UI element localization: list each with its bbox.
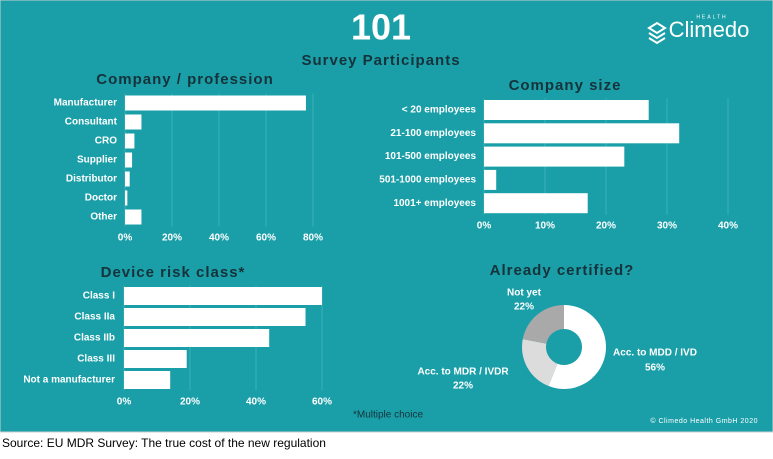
y-tick-label: Class III [77, 354, 115, 365]
bar [124, 350, 187, 368]
x-tick-label: 40% [718, 221, 738, 232]
donut-segment [522, 339, 558, 387]
bar [484, 169, 497, 190]
y-tick-label: Supplier [77, 155, 117, 166]
segment-label: Acc. to MDR / IVDR [417, 367, 509, 378]
chart-title: Device risk class* [101, 264, 246, 281]
copyright: © Climedo Health GmbH 2020 [650, 417, 758, 425]
bar [484, 193, 588, 214]
y-tick-label: Manufacturer [54, 98, 117, 109]
x-tick-label: 20% [596, 221, 616, 232]
subtitle: Survey Participants [301, 52, 460, 69]
x-tick-label: 30% [657, 221, 677, 232]
y-tick-label: Class I [83, 291, 115, 302]
bar [124, 329, 270, 347]
bar [125, 152, 133, 168]
y-tick-label: Not a manufacturer [23, 375, 115, 386]
x-tick-label: 60% [256, 233, 276, 244]
source: Source: EU MDR Survey: The true cost of … [2, 436, 326, 450]
bar [484, 146, 625, 167]
chart-title: Already certified? [490, 262, 635, 279]
bar [125, 114, 142, 130]
bar [125, 95, 306, 111]
logo-icon [647, 21, 667, 45]
y-tick-label: Class IIb [74, 333, 115, 344]
footnote: *Multiple choice [353, 410, 423, 421]
y-tick-label: 1001+ employees [393, 198, 476, 209]
y-tick-label: Class IIa [74, 312, 115, 323]
x-tick-label: 40% [246, 397, 266, 408]
y-tick-label: Consultant [65, 117, 118, 128]
bar [125, 209, 142, 225]
bar [125, 190, 128, 206]
y-tick-label: Doctor [85, 193, 117, 204]
x-tick-label: 40% [209, 233, 229, 244]
segment-value: 22% [514, 302, 534, 313]
y-tick-label: Other [90, 212, 117, 223]
bar [125, 171, 130, 187]
y-tick-label: Distributor [66, 174, 117, 185]
logo-tagline: HEALTH [696, 14, 727, 20]
chart-title: Company / profession [96, 71, 274, 88]
segment-value: 56% [645, 363, 665, 374]
donut-segment [522, 305, 564, 344]
bar [124, 308, 306, 326]
segment-label: Not yet [507, 288, 542, 299]
x-tick-label: 20% [162, 233, 182, 244]
x-tick-label: 0% [117, 397, 132, 408]
y-tick-label: < 20 employees [402, 105, 477, 116]
x-tick-label: 80% [303, 233, 323, 244]
x-tick-label: 10% [535, 221, 555, 232]
x-tick-label: 0% [118, 233, 133, 244]
x-tick-label: 60% [312, 397, 332, 408]
participant-count: 101 [351, 7, 411, 48]
bar [125, 133, 135, 149]
segment-label: Acc. to MDD / IVD [613, 348, 697, 359]
logo: HEALTH Climedo [647, 14, 750, 45]
bar [124, 371, 171, 389]
logo-name: Climedo [669, 17, 750, 42]
bar [484, 123, 680, 144]
chart-title: Company size [509, 77, 622, 94]
y-tick-label: CRO [95, 136, 117, 147]
x-tick-label: 20% [180, 397, 200, 408]
segment-value: 22% [453, 381, 473, 392]
y-tick-label: 501-1000 employees [379, 175, 476, 186]
y-tick-label: 101-500 employees [385, 151, 477, 162]
donut-segment [548, 305, 607, 389]
bar [484, 100, 649, 120]
y-tick-label: 21-100 employees [390, 128, 476, 139]
bar [124, 287, 322, 305]
x-tick-label: 0% [477, 221, 492, 232]
